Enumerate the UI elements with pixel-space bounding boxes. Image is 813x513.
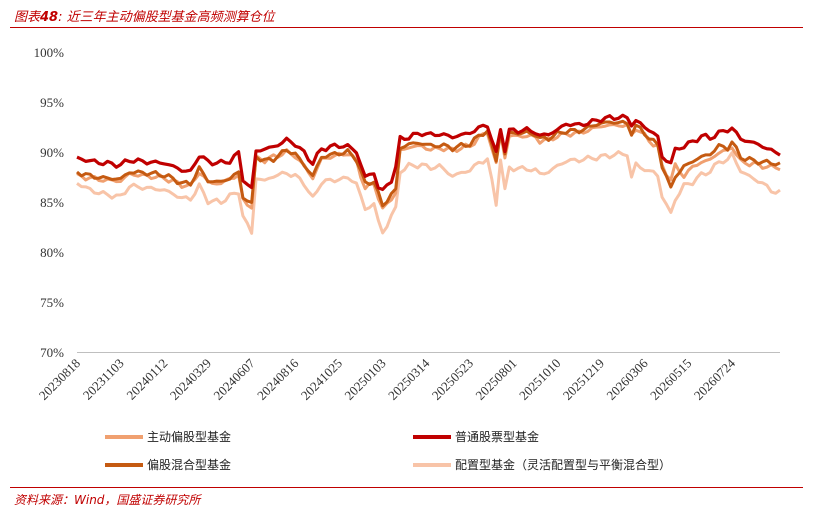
- y-axis: 70% 75% 80% 85% 90% 95% 100%: [34, 45, 65, 360]
- y-tick-label: 100%: [34, 45, 65, 60]
- x-tick-label: 20251010: [516, 356, 563, 403]
- title-text: : 近三年主动偏股型基金高频测算仓位: [58, 10, 275, 25]
- series-line: [76, 119, 781, 208]
- x-tick-label: 20240112: [123, 356, 170, 403]
- x-tick-label: 20240816: [254, 355, 302, 403]
- x-tick-label: 20231103: [80, 356, 127, 403]
- y-tick-label: 85%: [40, 195, 64, 210]
- top-rule: [10, 27, 803, 28]
- series-line: [76, 113, 781, 192]
- x-tick-label: 20250103: [341, 356, 388, 403]
- x-tick-label: 20260306: [603, 355, 651, 403]
- legend-label: 主动偏股型基金: [147, 429, 231, 444]
- title-label: 图表: [14, 10, 41, 25]
- x-tick-label: 20230818: [36, 356, 83, 403]
- x-tick-label: 20250523: [429, 356, 476, 403]
- bottom-rule: [10, 487, 803, 488]
- legend-label: 配置型基金（灵活配置型与平衡混合型）: [455, 457, 671, 472]
- source-note: 资料来源：Wind，国盛证券研究所: [14, 493, 201, 507]
- chart-title: 图表48: 近三年主动偏股型基金高频测算仓位: [14, 6, 275, 25]
- x-tick-label: 20260515: [647, 356, 694, 403]
- legend-label: 普通股票型基金: [455, 429, 539, 444]
- y-tick-label: 90%: [40, 145, 64, 160]
- x-tick-label: 20240607: [210, 355, 258, 403]
- y-tick-label: 95%: [40, 95, 64, 110]
- series-line: [76, 150, 781, 235]
- y-tick-label: 80%: [40, 245, 64, 260]
- x-tick-label: 20241025: [298, 356, 345, 403]
- x-tick-label: 20260724: [691, 355, 739, 403]
- x-tick-label: 20250314: [385, 355, 433, 403]
- title-number: 48: [40, 10, 59, 25]
- series-lines: [76, 113, 781, 235]
- x-tick-label: 20240329: [167, 356, 214, 403]
- x-tick-label: 20250801: [472, 356, 519, 403]
- y-tick-label: 75%: [40, 295, 64, 310]
- x-tick-label: 20251219: [560, 356, 607, 403]
- x-axis: 2023081820231103202401122024032920240607…: [36, 352, 780, 403]
- y-tick-label: 70%: [40, 345, 64, 360]
- legend-label: 偏股混合型基金: [147, 457, 231, 472]
